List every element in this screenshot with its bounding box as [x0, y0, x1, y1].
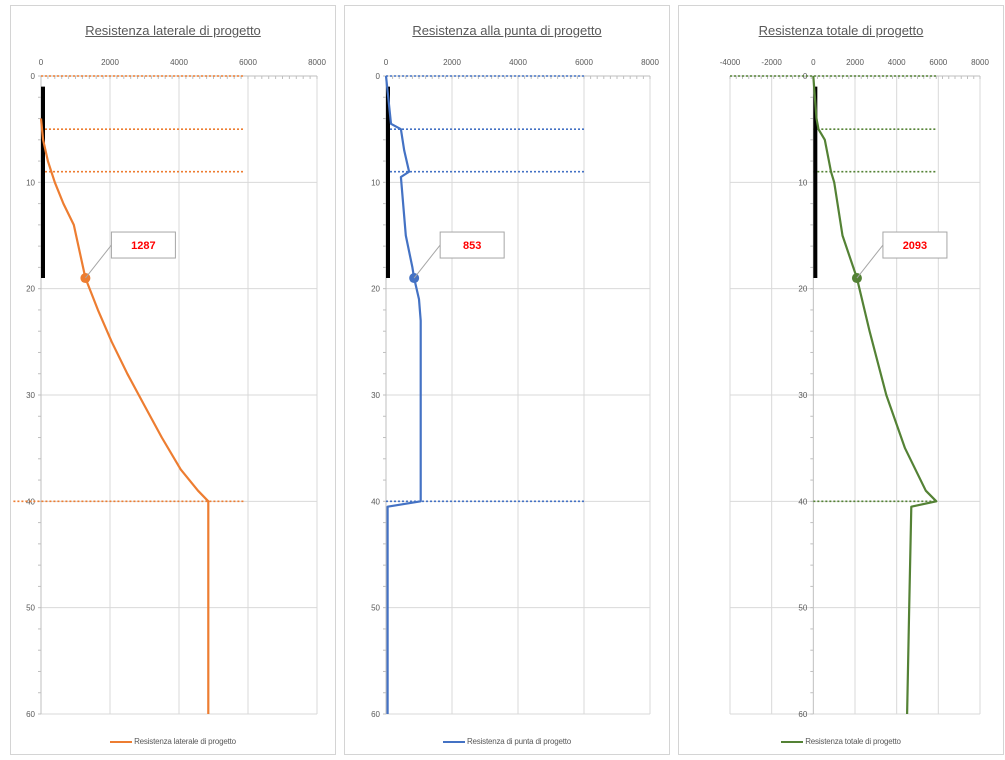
legend-swatch [110, 740, 133, 743]
x-tick-label: 0 [811, 58, 816, 67]
legend-swatch [781, 740, 804, 743]
y-tick-label: 60 [371, 710, 380, 719]
x-tick-label: 8000 [308, 58, 326, 67]
x-tick-label: 8000 [971, 58, 989, 67]
chart-svg: -4000-2000020004000600080000102030405060… [720, 58, 990, 719]
x-tick-label: 0 [39, 58, 44, 67]
y-tick-label: 0 [376, 72, 381, 81]
chart-panel-punta: Resistenza alla punta di progetto 0 2000 4… [344, 5, 670, 755]
x-tick-label: 4000 [170, 58, 188, 67]
callout-label: 2093 [903, 240, 927, 252]
x-tick-label: 8000 [641, 58, 659, 67]
chart-legend: Resistenza laterale di progetto [11, 737, 335, 746]
callout-leader [85, 244, 112, 279]
y-tick-label: 60 [26, 710, 35, 719]
series-line [39, 118, 210, 714]
y-tick-label: 20 [798, 285, 807, 294]
x-tick-label: 2000 [443, 58, 461, 67]
x-tick-label: 0 [384, 58, 389, 67]
callout-box [110, 231, 176, 259]
legend-label: Resistenza totale di progetto [805, 737, 901, 746]
chart-title: Resistenza alla punta di progetto [412, 23, 602, 38]
x-tick-label: -4000 [720, 58, 741, 67]
x-tick-label: 6000 [929, 58, 947, 67]
y-tick-label: 50 [371, 604, 380, 613]
y-tick-label: 50 [26, 604, 35, 613]
chart-panel-laterale: Resistenza laterale di progetto 0 2000 400… [10, 5, 336, 755]
series-line [384, 75, 422, 714]
chart-svg: 0 2000 4000 6000 8000 0 10 20 30 40 50 60 853 [371, 58, 659, 719]
x-tick-label: -2000 [761, 58, 782, 67]
y-tick-label: 10 [371, 178, 380, 187]
y-tick-label: 30 [371, 391, 380, 400]
callout-box [439, 231, 505, 259]
y-tick-label: 30 [26, 391, 35, 400]
y-tick-label: 30 [798, 391, 807, 400]
chart-legend: Resistenza totale di progetto [679, 737, 1003, 746]
y-tick-label: 0 [31, 72, 36, 81]
chart-title: Resistenza totale di progetto [758, 23, 924, 38]
legend-swatch [442, 740, 465, 743]
chart-svg: 0200040006000800001020304050601287 [13, 58, 326, 719]
chart-panel-totale: Resistenza totale di progetto -4000 -2000… [678, 5, 1004, 755]
y-tick-label: 10 [26, 178, 35, 187]
x-tick-label: 6000 [239, 58, 257, 67]
y-tick-label: 40 [371, 497, 380, 506]
data-point-marker [409, 273, 420, 284]
callout-label: 853 [463, 240, 481, 252]
x-tick-label: 2000 [101, 58, 119, 67]
y-tick-label: 10 [798, 178, 807, 187]
chart-title: Resistenza laterale di progetto [85, 23, 261, 38]
x-tick-label: 4000 [509, 58, 527, 67]
series-line [812, 75, 938, 715]
x-tick-label: 2000 [846, 58, 864, 67]
y-tick-label: 60 [798, 710, 807, 719]
y-tick-label: 20 [371, 285, 380, 294]
legend-label: Resistenza di punta di progetto [466, 737, 572, 746]
callout-leader [856, 244, 884, 279]
y-tick-label: 50 [798, 604, 807, 613]
x-tick-label: 6000 [575, 58, 593, 67]
y-tick-label: 40 [798, 497, 807, 506]
x-tick-label: 4000 [888, 58, 906, 67]
y-tick-label: 20 [26, 285, 35, 294]
legend-label: Resistenza laterale di progetto [134, 737, 236, 746]
callout-box [882, 231, 948, 259]
callout-leader [413, 244, 441, 279]
callout-label: 1287 [131, 240, 155, 252]
chart-legend: Resistenza di punta di progetto [345, 737, 669, 746]
